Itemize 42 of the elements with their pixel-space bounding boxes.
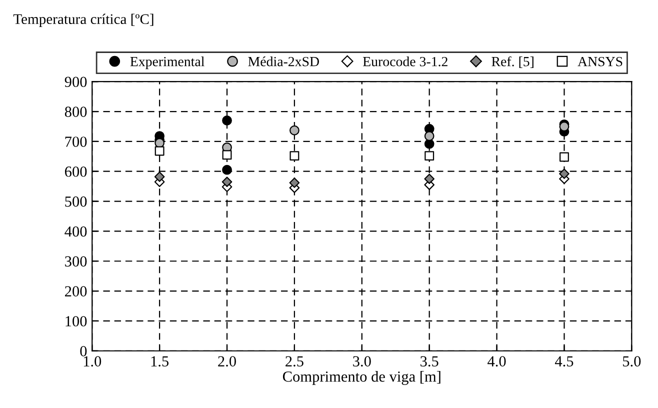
point	[559, 168, 570, 179]
legend-label: Eurocode 3-1.2	[362, 56, 448, 66]
point	[154, 138, 165, 148]
y-tick-label: 0	[80, 346, 87, 356]
legend-label: ANSYS	[578, 56, 622, 66]
point	[222, 164, 232, 175]
x-tick-label: 2.0	[218, 356, 236, 367]
point	[560, 152, 569, 162]
y-tick-label: 100	[66, 316, 87, 326]
point	[290, 125, 300, 136]
y-tick-label: 800	[64, 106, 87, 117]
legend-label: Experimental	[130, 56, 204, 70]
y-tick-label: 700	[65, 136, 87, 147]
point	[424, 174, 435, 184]
point	[559, 122, 570, 132]
y-tick-label: 300	[65, 256, 87, 267]
x-tick-label: 4.5	[554, 356, 574, 367]
point	[289, 178, 300, 188]
y-axis-title: Temperatura crítica [ºC]	[13, 14, 154, 28]
x-tick-label: 3.0	[353, 356, 371, 367]
x-axis-title: Comprimento de viga [m]	[282, 370, 440, 385]
x-tick-label: 1.0	[84, 356, 102, 367]
point	[154, 172, 165, 182]
x-tick-label: 3.5	[420, 356, 438, 367]
point	[290, 151, 300, 161]
y-tick-label: 400	[64, 226, 87, 237]
x-tick-label: 1.5	[151, 356, 169, 367]
y-tick-label: 600	[65, 166, 87, 177]
y-tick-label: 200	[65, 286, 87, 296]
x-tick-label: 4.0	[488, 356, 506, 367]
point	[424, 151, 434, 161]
y-tick-label: 500	[65, 196, 87, 207]
legend-label: Média-2xSD	[248, 56, 319, 66]
point	[154, 146, 164, 156]
point	[222, 176, 232, 187]
legend-label: Ref. [5]	[492, 56, 534, 68]
x-tick-label: 5.0	[623, 356, 641, 367]
point	[222, 116, 232, 126]
x-tick-label: 2.5	[286, 356, 304, 367]
point	[424, 131, 434, 141]
point	[222, 150, 232, 160]
y-tick-label: 900	[64, 76, 87, 88]
